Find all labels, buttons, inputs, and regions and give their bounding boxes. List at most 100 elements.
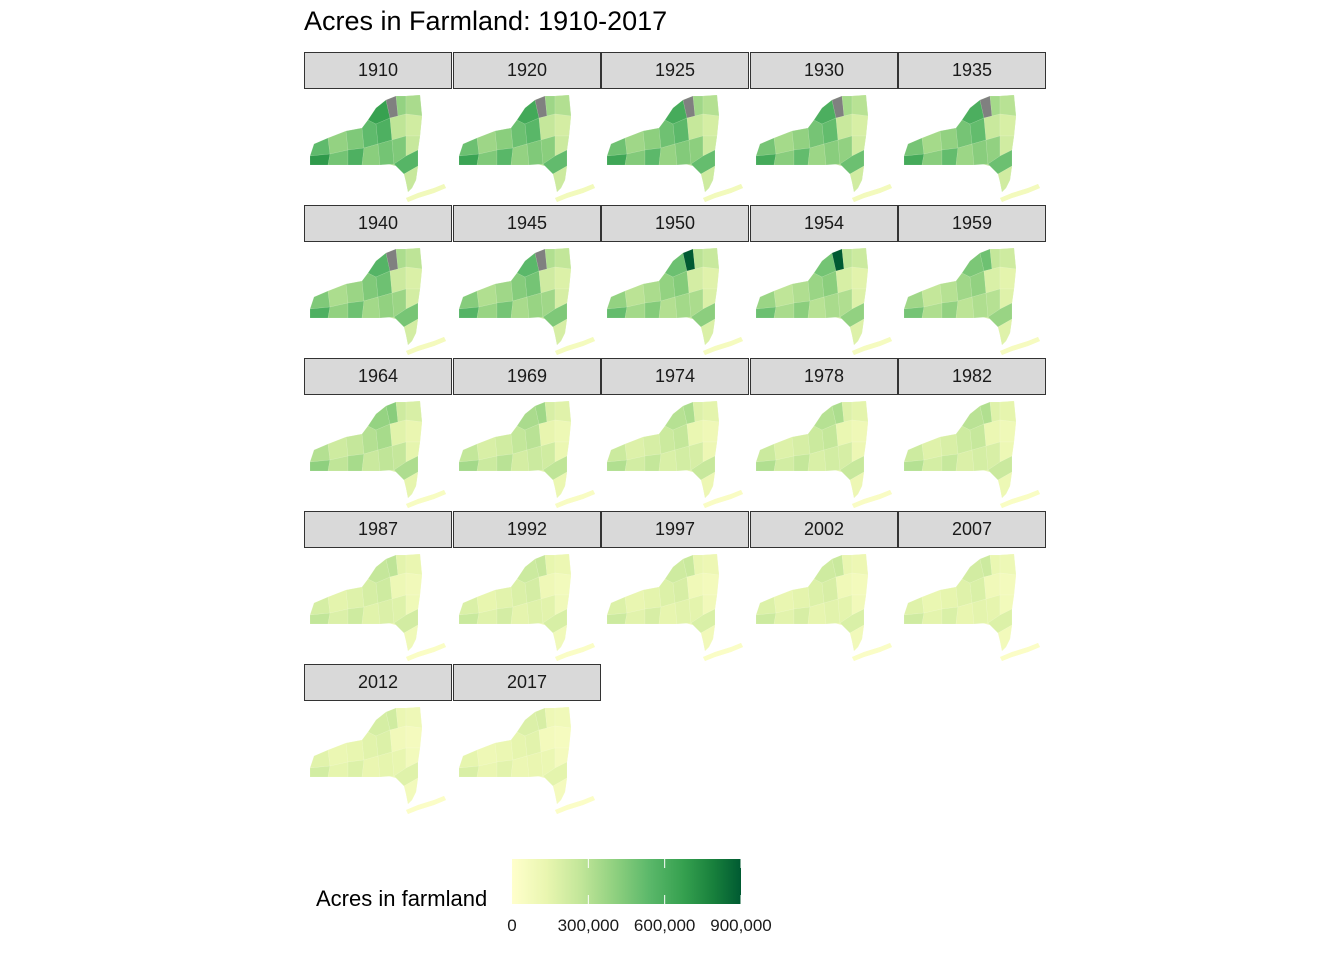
county-region	[971, 598, 989, 625]
county-region	[941, 147, 959, 166]
county-region	[538, 266, 556, 294]
county-region	[405, 706, 423, 729]
county-region	[405, 725, 423, 749]
county-map	[903, 400, 1041, 509]
county-region	[791, 280, 811, 304]
county-region	[458, 612, 480, 625]
county-region	[903, 137, 925, 157]
county-region	[554, 247, 572, 270]
county-region	[458, 459, 480, 472]
county-region	[345, 280, 365, 304]
county-region	[941, 300, 959, 319]
county-region	[700, 624, 716, 652]
county-region	[347, 300, 365, 319]
county-region	[494, 433, 514, 457]
county-region	[554, 266, 572, 290]
county-region	[702, 553, 720, 576]
county-region	[700, 318, 716, 346]
county-region	[405, 266, 423, 290]
facet-panel: 1910	[304, 52, 452, 203]
county-region	[510, 272, 528, 302]
county-region	[552, 471, 568, 499]
county-region	[395, 707, 407, 729]
county-region	[395, 248, 407, 270]
county-region	[999, 266, 1017, 290]
county-region	[903, 596, 925, 616]
long-island-region	[852, 184, 892, 202]
county-region	[377, 445, 395, 472]
long-island-region	[852, 337, 892, 355]
county-region	[403, 777, 419, 805]
county-region	[702, 113, 720, 137]
long-island-region	[555, 337, 595, 355]
county-map	[606, 400, 744, 509]
facet-panel: 1992	[453, 511, 601, 662]
county-region	[377, 751, 395, 778]
county-region	[793, 453, 811, 472]
county-region	[939, 127, 959, 151]
county-region	[755, 612, 777, 625]
county-region	[389, 419, 407, 447]
county-region	[458, 749, 480, 769]
county-region	[823, 445, 841, 472]
long-island-region	[406, 184, 446, 202]
county-region	[686, 113, 704, 141]
county-region	[309, 443, 331, 463]
county-map	[458, 247, 596, 356]
long-island-region	[852, 643, 892, 661]
county-region	[458, 443, 480, 463]
county-region	[554, 419, 572, 443]
county-region	[644, 606, 662, 625]
county-region	[395, 554, 407, 576]
county-region	[700, 471, 716, 499]
county-region	[458, 596, 480, 616]
county-map	[903, 247, 1041, 356]
facet-strip-label: 1992	[453, 511, 601, 548]
county-region	[989, 401, 1001, 423]
county-region	[496, 606, 514, 625]
county-region	[554, 94, 572, 117]
county-region	[939, 433, 959, 457]
county-map	[755, 94, 893, 203]
county-region	[347, 606, 365, 625]
county-map	[309, 553, 447, 662]
county-region	[377, 598, 395, 625]
facet-strip-label: 2002	[750, 511, 898, 548]
county-region	[494, 739, 514, 763]
county-map	[309, 400, 447, 509]
county-region	[403, 471, 419, 499]
county-region	[403, 318, 419, 346]
county-region	[692, 95, 704, 117]
facet-strip-label: 1954	[750, 205, 898, 242]
county-region	[510, 731, 528, 761]
county-region	[835, 419, 853, 447]
county-region	[405, 113, 423, 137]
county-region	[686, 572, 704, 600]
facet-panel: 1954	[750, 205, 898, 356]
county-region	[361, 578, 379, 608]
county-region	[510, 578, 528, 608]
county-region	[554, 725, 572, 749]
long-island-region	[555, 490, 595, 508]
long-island-region	[406, 796, 446, 814]
county-region	[494, 127, 514, 151]
county-region	[997, 165, 1013, 193]
facet-panel: 1920	[453, 52, 601, 203]
county-region	[606, 306, 628, 319]
county-region	[403, 165, 419, 193]
facet-strip-label: 1925	[601, 52, 749, 89]
facet-strip-label: 2007	[898, 511, 1046, 548]
facet-strip-label: 1930	[750, 52, 898, 89]
county-region	[849, 165, 865, 193]
county-region	[791, 586, 811, 610]
facet-strip-label: 1974	[601, 358, 749, 395]
county-region	[658, 578, 676, 608]
county-region	[692, 248, 704, 270]
county-region	[606, 137, 628, 157]
county-region	[841, 554, 853, 576]
county-region	[377, 139, 395, 166]
county-region	[309, 153, 331, 166]
facet-strip-label: 1969	[453, 358, 601, 395]
county-region	[606, 612, 628, 625]
facet-strip-label: 2017	[453, 664, 601, 701]
